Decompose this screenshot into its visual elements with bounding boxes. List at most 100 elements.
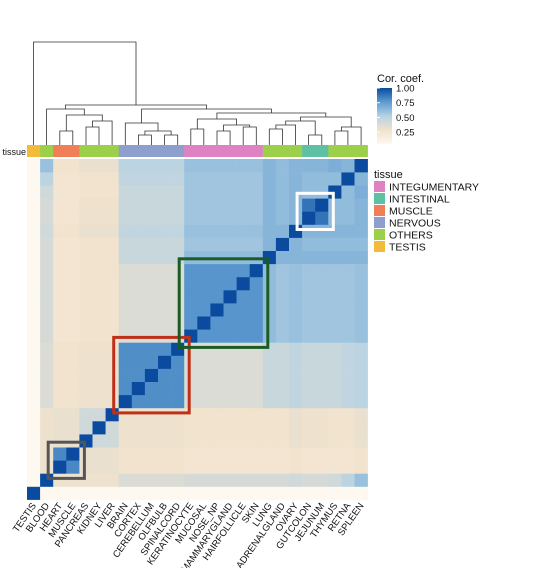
heatmap-cell [66,355,80,369]
heatmap-cell [354,329,368,343]
heatmap-cell [315,394,329,409]
tissue-annotation-cell [249,145,264,157]
heatmap-cell [158,211,172,225]
heatmap-cell [79,394,93,409]
heatmap-cell [118,250,133,265]
heatmap-cell [131,394,146,409]
heatmap-cell [27,473,41,487]
heatmap-cell [315,407,329,422]
heatmap-cell [171,447,185,461]
heatmap-cell [131,355,146,369]
heatmap-cell [275,276,290,291]
tissue-legend-swatch [374,241,385,252]
heatmap-cell [92,303,106,317]
tissue-annotation-cell [144,145,159,157]
heatmap-cell [262,434,277,448]
heatmap-cell [92,355,106,369]
heatmap-cell [302,407,316,422]
heatmap-cell [118,263,133,278]
color-scale-bar [377,88,392,144]
tissue-legend-swatch [374,229,385,240]
heatmap-cell [302,447,316,461]
dendrogram-branch [341,126,362,145]
heatmap-cell [341,185,355,199]
heatmap-cell [315,329,329,343]
heatmap-cell [144,381,159,396]
heatmap-cell [79,421,93,435]
heatmap-cell [92,421,106,435]
heatmap-cell [79,342,93,356]
heatmap-cell [27,172,41,186]
dendrogram-branch [46,108,85,145]
heatmap-cell [92,316,106,330]
heatmap-cell [158,368,172,382]
heatmap-cell [354,290,368,304]
heatmap-cell [275,172,290,186]
heatmap-cell [328,198,342,212]
dendrogram-branch [124,122,159,145]
heatmap-cell [223,486,237,500]
heatmap-cell [171,473,185,487]
heatmap-cell [105,211,119,225]
heatmap-cell [289,460,303,474]
color-scale-tick-label: 1.00 [396,84,415,95]
heatmap-cell [341,159,355,173]
color-scale-title: Cor. coef. [377,73,424,85]
heatmap-cell [328,237,342,251]
heatmap-cell [171,407,185,422]
dendrogram-branch [33,41,137,145]
heatmap-cell [79,263,93,278]
heatmap-cell [315,447,329,461]
heatmap-cell [53,276,67,291]
heatmap-cell [144,159,159,173]
heatmap-cell [105,434,119,448]
heatmap-cell [223,421,237,435]
heatmap-cell [249,407,264,422]
heatmap-cell [275,198,290,212]
heatmap-cell [105,303,119,317]
heatmap-cell [341,447,355,461]
heatmap-cell [27,237,41,251]
tissue-annotation-cell [131,145,146,157]
heatmap-cell [262,224,277,238]
heatmap-cell [302,355,316,369]
tissue-legend-swatch [374,217,385,228]
heatmap-cell [275,224,290,238]
heatmap-cell [210,224,224,238]
heatmap-cell [40,290,54,304]
tissue-legend-swatch [374,181,385,192]
heatmap-cell [289,172,303,186]
heatmap-cell [118,421,133,435]
heatmap-cell [131,303,146,317]
heatmap-cell [315,460,329,474]
heatmap-cell [40,303,54,317]
heatmap-cell [184,185,198,199]
heatmap-cell [210,263,224,278]
heatmap-cell [144,172,159,186]
highlight-box-nervous [112,335,191,415]
heatmap-cell [354,237,368,251]
heatmap-cell [302,198,316,212]
heatmap-cell [262,237,277,251]
heatmap-cell [66,407,80,422]
heatmap-cell [53,198,67,212]
heatmap-cell [79,172,93,186]
heatmap-cell [105,198,119,212]
heatmap-cell [171,342,185,356]
heatmap-cell [158,381,172,396]
heatmap-cell [40,237,54,251]
heatmap-cell [92,211,106,225]
heatmap-cell [171,211,185,225]
heatmap-cell [66,237,80,251]
heatmap-cell [27,381,41,396]
heatmap-cell [144,303,159,317]
heatmap-cell [144,250,159,265]
heatmap-cell [144,290,159,304]
tissue-legend-entries: INTEGUMENTARYINTESTINALMUSCLENERVOUSOTHE… [374,181,479,254]
heatmap-cell [249,303,264,317]
heatmap-cell [328,172,342,186]
heatmap-cell [66,159,80,173]
heatmap-cell [66,342,80,356]
heatmap-cell [341,434,355,448]
